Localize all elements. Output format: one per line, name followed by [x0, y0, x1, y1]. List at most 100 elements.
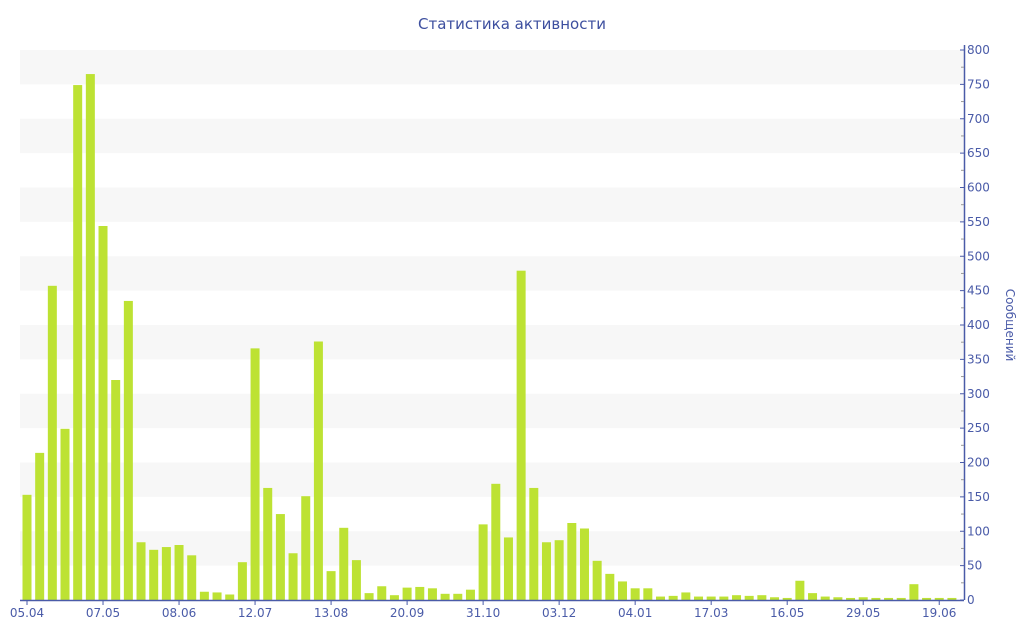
grid-band: [20, 325, 964, 360]
y-tick-label: 800: [967, 43, 990, 57]
x-tick-label: 13.08: [314, 606, 348, 620]
x-tick-label: 17.03: [694, 606, 728, 620]
bar: [47, 285, 57, 600]
y-tick-label: 700: [967, 112, 990, 126]
x-tick-label: 16.05: [770, 606, 804, 620]
bar: [161, 547, 171, 600]
x-tick-label: 20.09: [390, 606, 424, 620]
bar: [250, 348, 260, 600]
bar: [833, 597, 843, 600]
bar: [174, 545, 184, 600]
bar: [732, 595, 742, 600]
y-tick-label: 550: [967, 215, 990, 229]
bar: [503, 537, 513, 600]
bar: [263, 487, 273, 600]
bar: [922, 597, 932, 600]
x-tick-label: 19.06: [922, 606, 956, 620]
bar: [111, 380, 121, 600]
bar: [377, 586, 387, 600]
bar: [301, 496, 311, 600]
bar: [858, 597, 868, 600]
y-tick-label: 400: [967, 318, 990, 332]
chart-title: Статистика активности: [418, 15, 606, 33]
bar: [364, 593, 374, 600]
bar: [491, 483, 501, 600]
bar: [719, 596, 729, 600]
bar: [35, 452, 45, 600]
bar: [440, 593, 450, 600]
bar: [351, 560, 361, 600]
bar: [389, 595, 399, 600]
grid-band: [20, 393, 964, 429]
bar: [782, 597, 792, 600]
x-tick-label: 04.01: [618, 606, 652, 620]
bar: [275, 514, 285, 600]
bar: [567, 523, 577, 600]
bar: [339, 527, 349, 600]
bar: [605, 573, 615, 600]
grid-band: [20, 50, 964, 85]
bar: [98, 226, 108, 600]
x-tick-label: 08.06: [162, 606, 196, 620]
bar: [22, 494, 32, 600]
bar: [73, 85, 83, 600]
y-tick-label: 50: [967, 559, 982, 573]
bar: [415, 586, 425, 600]
x-tick-label: 05.04: [10, 606, 44, 620]
x-tick-label: 07.05: [86, 606, 120, 620]
bar: [884, 597, 894, 600]
bar: [744, 595, 754, 600]
y-tick-label: 150: [967, 490, 990, 504]
y-tick-label: 0: [967, 593, 975, 607]
y-tick-label: 650: [967, 146, 990, 160]
x-tick-label: 31.10: [466, 606, 500, 620]
bar: [706, 596, 716, 600]
bar: [149, 549, 159, 600]
bar: [681, 592, 691, 600]
bar: [656, 596, 665, 600]
bar: [947, 597, 957, 600]
bar: [896, 597, 906, 600]
bar: [592, 560, 602, 600]
y-tick-label: 250: [967, 421, 990, 435]
y-tick-label: 200: [967, 456, 990, 470]
bar: [123, 300, 133, 600]
y-tick-label: 350: [967, 352, 990, 366]
y-tick-label: 100: [967, 524, 990, 538]
bar: [757, 595, 767, 600]
y-tick-label: 500: [967, 249, 990, 263]
bar: [846, 597, 856, 600]
bar: [187, 555, 197, 600]
y-tick-label: 450: [967, 284, 990, 298]
bar: [199, 591, 209, 600]
bar: [212, 592, 222, 600]
bar: [402, 587, 412, 600]
bar: [288, 553, 298, 600]
bar: [694, 596, 704, 600]
grid-band: [20, 256, 964, 291]
bar: [85, 74, 95, 600]
bar: [808, 593, 818, 600]
bar: [478, 524, 488, 600]
bar: [795, 580, 805, 600]
x-tick-label: 29.05: [846, 606, 880, 620]
bar: [579, 528, 589, 600]
bar: [529, 487, 539, 600]
y-tick-label: 750: [967, 77, 990, 91]
bar: [465, 589, 475, 600]
bar: [770, 597, 780, 600]
bar: [313, 341, 323, 600]
bar: [554, 540, 564, 600]
bar: [237, 562, 247, 600]
bar: [453, 593, 463, 600]
bar: [909, 584, 919, 600]
bar: [516, 270, 526, 600]
grid-band: [20, 118, 964, 154]
bar: [427, 588, 437, 600]
bar: [326, 571, 336, 600]
x-tick-label: 12.07: [238, 606, 272, 620]
bar: [541, 542, 551, 600]
bar: [225, 594, 235, 600]
bar: [934, 597, 944, 600]
